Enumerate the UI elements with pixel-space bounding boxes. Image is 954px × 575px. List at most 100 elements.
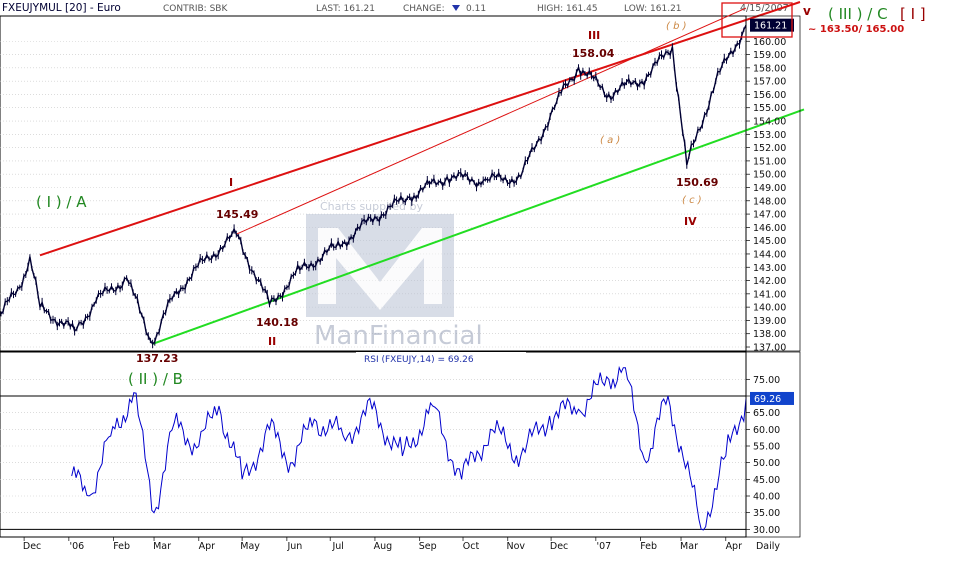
x-tick-label: Apr (726, 541, 743, 552)
contrib-label: CONTRIB: SBK (163, 4, 228, 14)
lower-channel-line (152, 108, 805, 345)
rsi-tick-label: 65.00 (753, 408, 780, 419)
price-tick-label: 158.00 (753, 63, 786, 74)
label-wave-2: II (268, 335, 276, 348)
rsi-tick-label: 60.00 (753, 425, 780, 436)
x-tick-label: Daily (756, 541, 780, 552)
price-axis: 137.00 138.00 139.00 140.00 141.00 142.00 143.… (746, 18, 794, 354)
change-value: 0.11 (466, 4, 486, 14)
rsi-title-box (356, 352, 526, 364)
watermark-caption: Charts supplied by (320, 200, 423, 213)
x-tick-label: Aug (374, 541, 393, 552)
x-tick-label: Feb (640, 541, 657, 552)
rsi-axis-frame (745, 351, 801, 538)
price-150-69: 150.69 (676, 176, 718, 189)
price-tick-label: 139.00 (753, 316, 786, 327)
rsi-reference-lines (0, 395, 746, 530)
label-wave-v: v (803, 4, 811, 18)
x-tick-label: Jun (286, 541, 302, 552)
rsi-axis: 30.00 35.00 40.00 45.00 50.00 55.00 60.00 65.00… (746, 375, 794, 536)
x-axis: Dec '06 Feb Mar Apr May Jun Jul Aug Sep Oct Nov Dec '… (23, 537, 780, 552)
last-price-tag (750, 18, 794, 32)
price-tick-label: 150.00 (753, 170, 786, 181)
change-label: CHANGE: (403, 4, 445, 14)
rsi-last-tag-text: 69.26 (754, 394, 781, 405)
x-tick-label: Jul (331, 541, 343, 552)
rsi-panel: RSI (FXEUJY,14) = 69.26 30.00 35.00 40.00 4… (0, 351, 801, 538)
label-wave-i-a: ( I ) / A (36, 193, 87, 211)
price-tick-label: 159.00 (753, 50, 786, 61)
label-wave-b: ( b ) (666, 21, 687, 32)
price-tick-label: 137.00 (753, 343, 786, 354)
label-wave-ii-b: ( II ) / B (128, 370, 183, 388)
x-tick-label: Sep (419, 541, 437, 552)
symbol-title: FXEUJYMUL [20] - Euro (2, 2, 121, 14)
x-tick-label: Nov (506, 541, 525, 552)
price-tick-label: 140.00 (753, 303, 786, 314)
price-tick-label: 147.00 (753, 210, 786, 221)
x-tick-label: '07 (596, 541, 611, 552)
label-wave-1: I (229, 176, 233, 189)
price-panel: Charts supplied by ManFinancial 137.0013… (0, 1, 805, 354)
price-tick-label: 157.00 (753, 77, 786, 88)
price-tick-label: 141.00 (753, 289, 786, 300)
price-tick-label: 144.00 (753, 249, 786, 260)
x-tick-label: Feb (113, 541, 130, 552)
price-tick-label: 142.00 (753, 276, 786, 287)
rsi-tick-label: 40.00 (753, 492, 780, 503)
last-value: LAST: 161.21 (316, 4, 375, 14)
label-wave-4: IV (684, 215, 697, 228)
price-tick-label: 152.00 (753, 143, 786, 154)
price-tick-label: 153.00 (753, 130, 786, 141)
price-axis-frame (745, 15, 801, 352)
x-tick-label: Apr (199, 541, 216, 552)
rsi-series (71, 365, 747, 531)
x-tick-label: Oct (463, 541, 480, 552)
date-value: 4/15/2007 (740, 3, 789, 14)
low-value: LOW: 161.21 (624, 4, 682, 14)
x-tick-label: Mar (680, 541, 698, 552)
price-145-49: 145.49 (216, 208, 258, 221)
header-bar (0, 0, 800, 15)
price-tick-label: 151.00 (753, 156, 786, 167)
x-tick-label: Dec (23, 541, 41, 552)
rsi-tick-label: 50.00 (753, 458, 780, 469)
upper-channel-line (39, 1, 801, 257)
target-range: ~ 163.50/ 165.00 (808, 24, 904, 35)
rsi-title: RSI (FXEUJY,14) = 69.26 (364, 355, 474, 365)
price-tick-label: 138.00 (753, 329, 786, 340)
price-tick-label: 146.00 (753, 223, 786, 234)
rsi-tick-label: 35.00 (753, 508, 780, 519)
rsi-last-tag (750, 391, 794, 405)
down-arrow-icon (452, 5, 460, 11)
wave-annotations: ( I ) / A ( II ) / B ( III ) / C [ I ] v… (36, 4, 926, 388)
target-box (721, 2, 793, 38)
last-price-tag-text: 161.21 (754, 21, 787, 32)
rsi-plot-frame (0, 351, 747, 538)
x-tick-label: Dec (550, 541, 568, 552)
rsi-tick-label: 45.00 (753, 475, 780, 486)
label-wave-iii-c: ( III ) / C (828, 5, 888, 23)
price-bar-ticks (0, 27, 745, 349)
price-158-04: 158.04 (572, 47, 615, 60)
price-tick-label: 154.00 (753, 117, 786, 128)
high-value: HIGH: 161.45 (537, 4, 598, 14)
price-tick-label: 148.00 (753, 196, 786, 207)
watermark-brand: ManFinancial (314, 321, 483, 351)
price-tick-label: 143.00 (753, 263, 786, 274)
watermark: Charts supplied by ManFinancial (306, 200, 483, 351)
price-tick-label: 156.00 (753, 90, 786, 101)
x-tick-label: '06 (70, 541, 85, 552)
label-wave-i-bracket: [ I ] (900, 5, 926, 23)
rsi-tick-label: 75.00 (753, 375, 780, 386)
upper-channel-parallel-line (236, 7, 747, 235)
price-trendlines (39, 1, 805, 345)
price-tick-label: 155.00 (753, 103, 786, 114)
price-140-18: 140.18 (256, 316, 298, 329)
price-tick-label: 160.00 (753, 37, 786, 48)
x-tick-label: May (240, 541, 260, 552)
watermark-m-shape (318, 228, 442, 310)
label-wave-c: ( c ) (682, 195, 702, 206)
